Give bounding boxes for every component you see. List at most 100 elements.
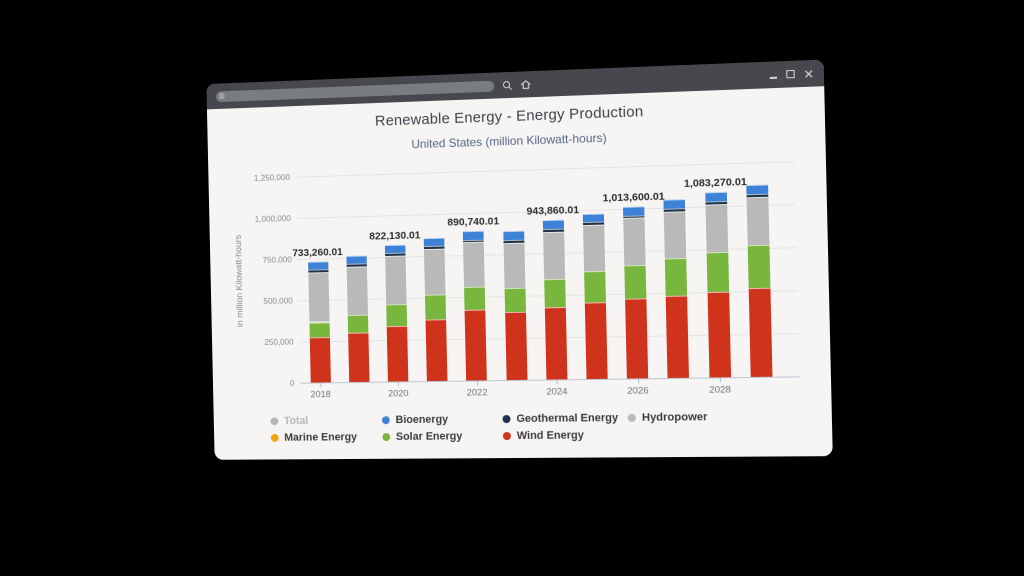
bar-segment-hydropower[interactable] [705,204,728,253]
bar-segment-solar-energy[interactable] [583,271,606,303]
bar-segment-solar-energy[interactable] [706,251,729,292]
x-axis-tick-mark [476,380,478,386]
bar-segment-solar-energy[interactable] [665,258,688,296]
x-axis-tick-label: 2022 [466,387,488,399]
bar-segment-wind-energy[interactable] [425,319,448,382]
bar-segment-bioenergy[interactable] [346,255,367,264]
bar-segment-hydropower[interactable] [664,211,687,259]
y-axis-tick-label: 500,000 [263,295,293,306]
chart-legend: Total Marine Energy Bioenergy Solar Energy G… [270,408,708,446]
bar-segment-solar-energy[interactable] [624,264,647,300]
x-axis-tick-mark [719,377,721,383]
bar-segment-hydropower[interactable] [503,242,525,289]
bar-segment-geothermal-energy[interactable] [384,252,406,256]
bar-segment-geothermal-energy[interactable] [346,263,367,267]
window-controls [769,69,814,80]
bar-segment-wind-energy[interactable] [309,337,331,383]
bar-segment-bioenergy[interactable] [704,191,727,202]
bar-segment-geothermal-energy[interactable] [463,239,485,243]
bar-segment-solar-energy[interactable] [425,294,447,320]
minimize-icon[interactable] [769,76,778,79]
bar-segment-solar-energy[interactable] [464,286,486,310]
bar-segment-bioenergy[interactable] [502,230,524,240]
legend-label: Wind Energy [516,428,585,442]
bar-segment-bioenergy[interactable] [663,198,686,209]
bar-segment-wind-energy[interactable] [347,332,370,383]
titlebar-spacer [539,75,770,84]
legend-marker-icon [382,432,391,441]
legend-item-marine-energy[interactable]: Marine Energy [270,428,383,446]
bar-segment-solar-energy[interactable] [308,321,330,338]
x-axis-tick-label: 2028 [709,384,732,396]
legend-item-solar-energy[interactable]: Solar Energy [382,427,503,445]
legend-label: Geothermal Energy [516,411,619,425]
bar-segment-wind-energy[interactable] [584,302,608,380]
bar-segment-bioenergy[interactable] [745,184,768,195]
bar-segment-hydropower[interactable] [623,217,646,266]
bar-segment-bioenergy[interactable] [463,231,484,240]
bar-segment-hydropower[interactable] [746,196,770,246]
maximize-icon[interactable] [786,69,795,79]
legend-label: Marine Energy [284,430,358,444]
bar-segment-wind-energy[interactable] [748,287,773,377]
y-axis-tick-label: 0 [289,377,295,388]
address-bar[interactable] [215,80,495,102]
bar-segment-wind-energy[interactable] [504,311,528,381]
legend-label: Bioenergy [395,413,449,426]
legend-item-total[interactable]: Total [270,411,382,429]
bar-segment-geothermal-energy[interactable] [704,201,727,205]
bar-segment-solar-energy[interactable] [504,288,526,313]
bar-segment-wind-energy[interactable] [707,291,731,378]
bar-segment-bioenergy[interactable] [623,205,645,216]
chart-area: Renewable Energy - Energy Production Uni… [207,86,833,460]
bar-segment-bioenergy[interactable] [384,244,406,253]
bar-segment-bioenergy[interactable] [542,220,564,230]
bar-segment-hydropower[interactable] [346,266,368,316]
legend-marker-icon [270,433,279,442]
bar-segment-hydropower[interactable] [385,255,407,305]
x-axis-tick-mark [320,382,322,388]
gridline [295,161,795,178]
home-icon[interactable] [520,78,532,90]
x-axis-tick-label: 2024 [546,386,568,398]
bar-segment-geothermal-energy[interactable] [542,228,564,233]
bar-segment-geothermal-energy[interactable] [582,221,605,226]
y-axis-tick-label: 1,000,000 [254,213,291,224]
bar-segment-wind-energy[interactable] [464,309,488,381]
y-axis-title: in million Kilowatt-hours [233,234,245,328]
bar-segment-wind-energy[interactable] [665,295,690,379]
bar-segment-solar-energy[interactable] [747,245,771,288]
bar-segment-hydropower[interactable] [307,271,330,323]
x-axis-tick-mark [637,378,639,384]
legend-item-geothermal-energy[interactable]: Geothermal Energy [502,409,628,427]
legend-label: Solar Energy [395,429,463,443]
bar-segment-wind-energy[interactable] [625,298,649,379]
bar-segment-hydropower[interactable] [542,231,565,280]
bar-segment-solar-energy[interactable] [543,278,566,308]
bar-segment-wind-energy[interactable] [544,306,568,380]
bar-segment-solar-energy[interactable] [347,314,369,333]
x-axis-tick-label: 2020 [387,388,409,400]
bar-segment-bioenergy[interactable] [423,238,445,247]
bar-segment-wind-energy[interactable] [386,325,409,382]
search-icon[interactable] [502,79,513,90]
legend-marker-icon [502,414,511,423]
bar-segment-hydropower[interactable] [424,248,446,296]
site-favicon-icon [218,93,225,100]
x-axis-tick-mark [556,379,558,385]
legend-item-wind-energy[interactable]: Wind Energy [502,426,629,444]
bar-segment-solar-energy[interactable] [386,303,407,326]
bar-segment-geothermal-energy[interactable] [623,215,645,219]
legend-label: Total [283,414,309,427]
close-icon[interactable] [804,69,814,79]
bar-segment-bioenergy[interactable] [582,213,605,223]
bar-segment-geothermal-energy[interactable] [307,269,328,273]
bar-segment-hydropower[interactable] [463,242,486,288]
bar-segment-hydropower[interactable] [582,224,606,272]
legend-item-hydropower[interactable]: Hydropower [627,408,708,426]
bar-segment-geothermal-energy[interactable] [423,246,445,250]
legend-item-bioenergy[interactable]: Bioenergy [381,410,503,428]
bar-segment-bioenergy[interactable] [307,261,328,270]
bar-segment-geothermal-energy[interactable] [663,208,686,212]
bar-segment-geothermal-energy[interactable] [502,239,524,243]
